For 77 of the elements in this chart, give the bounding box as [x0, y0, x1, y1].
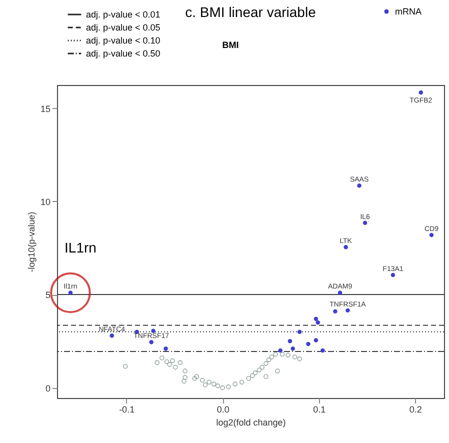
point	[164, 346, 168, 351]
point	[273, 352, 278, 357]
point	[346, 308, 350, 313]
legend-label: adj. p-value < 0.50	[86, 48, 160, 58]
point	[252, 370, 258, 376]
point	[173, 364, 178, 370]
x-tick-label: 0.2	[409, 404, 422, 414]
point	[362, 220, 368, 225]
point	[182, 368, 188, 374]
y-tick-label: 15	[40, 104, 50, 114]
point	[182, 378, 186, 384]
y-tick-label: 0	[45, 383, 50, 394]
x-tick-label: 0.1	[313, 404, 326, 414]
y-tick-label: 5	[45, 290, 50, 300]
y-axis-title: -log10(p-value)	[26, 212, 36, 272]
x-tick-label: 0.0	[216, 404, 230, 414]
point	[246, 376, 251, 381]
point	[250, 373, 255, 378]
point	[260, 364, 264, 370]
point	[288, 339, 292, 344]
point	[220, 385, 225, 390]
legend-label: adj. p-value < 0.01	[86, 10, 160, 20]
chart-subtitle: BMI	[222, 40, 239, 50]
point	[194, 374, 199, 379]
point	[290, 346, 295, 351]
point	[167, 362, 172, 367]
x-axis-title: log2(fold change)	[216, 418, 286, 428]
point	[170, 358, 175, 364]
annotation: IL1rn	[64, 240, 96, 256]
point	[344, 244, 348, 250]
y-tick-label: 10	[40, 196, 50, 207]
point	[151, 328, 156, 334]
point	[206, 380, 212, 385]
legend-label: mRNA	[395, 6, 422, 16]
point	[333, 309, 338, 314]
point	[123, 364, 128, 369]
point	[269, 354, 274, 360]
point	[164, 359, 170, 364]
legend-label: adj. p-value < 0.10	[86, 36, 160, 46]
point	[316, 320, 320, 325]
point	[178, 360, 183, 365]
point	[278, 348, 282, 353]
point	[418, 90, 424, 95]
point	[160, 356, 164, 360]
legend-label: adj. p-value < 0.05	[86, 22, 160, 32]
point	[200, 378, 205, 383]
point	[390, 272, 396, 278]
point	[212, 382, 216, 386]
point	[232, 382, 238, 386]
point	[256, 368, 262, 372]
point	[314, 316, 318, 321]
point	[239, 380, 244, 385]
point	[338, 290, 342, 295]
point	[202, 382, 208, 388]
x-tick-label: -0.1	[119, 404, 135, 414]
point	[292, 354, 298, 360]
point	[215, 384, 220, 388]
point	[182, 375, 188, 380]
point	[266, 357, 272, 362]
point	[429, 232, 434, 238]
point	[110, 333, 114, 338]
point	[264, 374, 268, 379]
point	[226, 384, 231, 390]
point	[192, 376, 198, 381]
point	[264, 361, 268, 366]
point	[280, 352, 285, 357]
point	[154, 360, 160, 365]
point	[297, 330, 302, 334]
point	[297, 356, 302, 362]
point	[320, 348, 325, 353]
point	[306, 342, 310, 346]
point	[149, 340, 154, 344]
point	[357, 183, 362, 188]
point	[286, 352, 290, 358]
point	[314, 338, 318, 342]
point	[275, 368, 280, 374]
chart-title: c. BMI linear variable	[185, 4, 316, 20]
